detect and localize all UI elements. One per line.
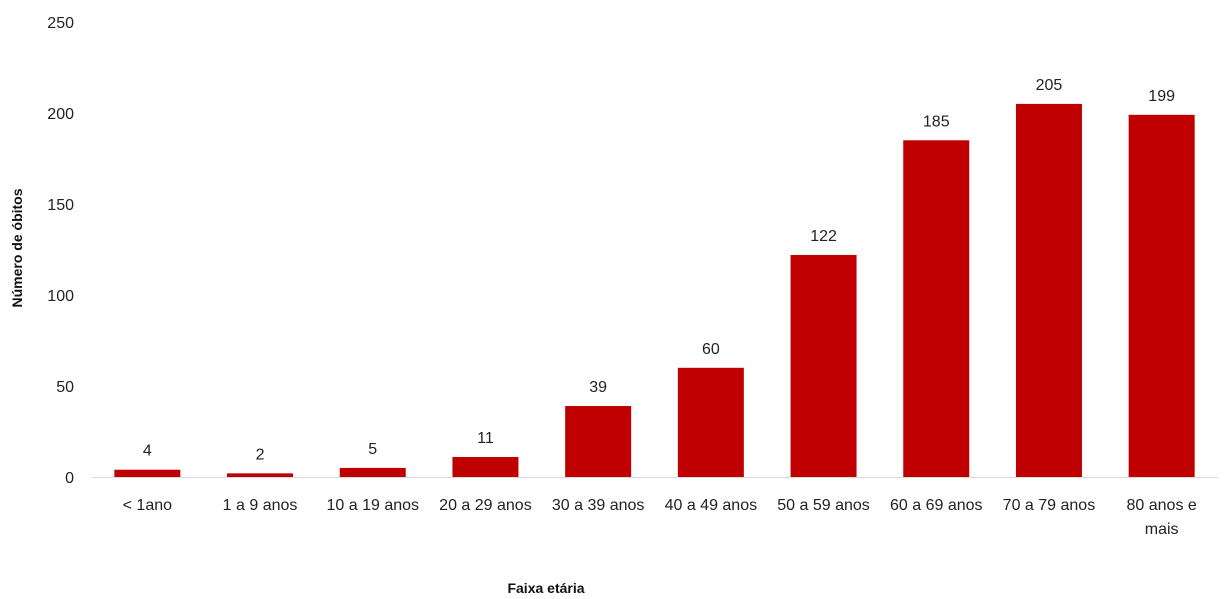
bar <box>227 473 294 477</box>
x-tick-label: 50 a 59 anos <box>777 497 870 514</box>
data-label: 205 <box>1036 77 1063 94</box>
data-label: 39 <box>589 379 607 396</box>
x-axis-title: Faixa etária <box>507 580 584 596</box>
x-tick-label: mais <box>1145 521 1179 538</box>
data-label: 185 <box>923 113 950 130</box>
y-axis-title: Número de óbitos <box>9 188 25 307</box>
data-label: 2 <box>256 446 265 463</box>
x-tick-label: < 1ano <box>123 497 172 514</box>
data-labels: 4 2 5 11 39 60 122 185 205 199 <box>143 77 1175 463</box>
data-label: 5 <box>368 441 377 458</box>
bars <box>114 103 1195 478</box>
x-tick-label: 40 a 49 anos <box>665 497 758 514</box>
data-label: 122 <box>810 228 837 245</box>
x-tick-label: 10 a 19 anos <box>326 497 419 514</box>
y-axis-ticks: 0 50 100 150 200 250 <box>47 15 74 487</box>
bar <box>452 456 519 477</box>
data-label: 199 <box>1148 88 1175 105</box>
y-tick-label: 250 <box>47 15 74 32</box>
bar <box>903 140 970 478</box>
bar <box>1015 103 1082 478</box>
x-tick-label: 1 a 9 anos <box>223 497 298 514</box>
x-tick-label: 70 a 79 anos <box>1003 497 1096 514</box>
data-label: 11 <box>477 430 494 447</box>
y-tick-label: 100 <box>47 288 74 305</box>
y-tick-label: 200 <box>47 106 74 123</box>
bar <box>677 367 744 477</box>
data-label: 4 <box>143 443 152 460</box>
x-axis-ticks: < 1ano 1 a 9 anos 10 a 19 anos 20 a 29 anos… <box>123 497 1197 538</box>
x-tick-label: 30 a 39 anos <box>552 497 645 514</box>
y-tick-label: 50 <box>56 379 74 396</box>
bar <box>565 406 632 477</box>
x-tick-label: 80 anos e <box>1127 497 1197 514</box>
bar <box>339 467 406 477</box>
x-tick-label: 20 a 29 anos <box>439 497 532 514</box>
x-tick-label: 60 a 69 anos <box>890 497 983 514</box>
bar <box>1128 114 1195 477</box>
y-tick-label: 150 <box>47 197 74 214</box>
bar <box>114 469 181 477</box>
y-tick-label: 0 <box>65 470 74 487</box>
bar <box>790 254 857 477</box>
data-label: 60 <box>702 341 720 358</box>
